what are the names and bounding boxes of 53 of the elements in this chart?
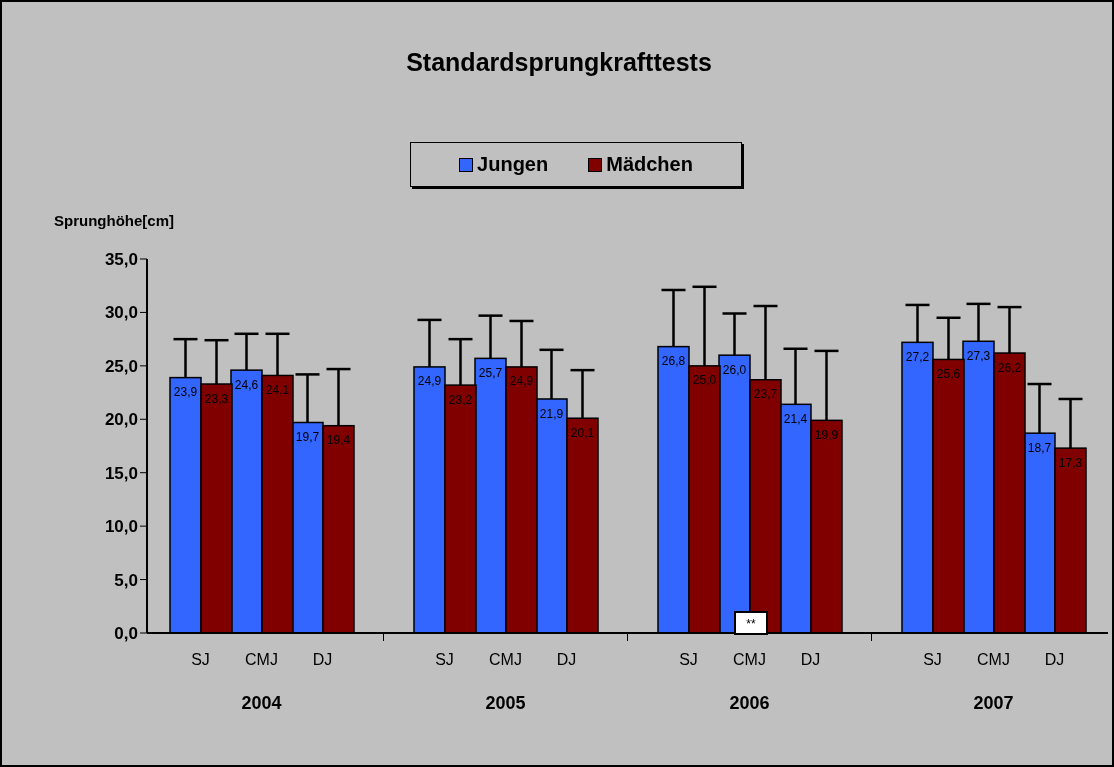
data-label: 25,6 [936, 366, 961, 381]
data-label: 21,4 [783, 411, 808, 426]
data-label: 24,9 [509, 374, 534, 389]
data-label: 20,1 [570, 425, 595, 440]
data-label: 23,2 [448, 392, 473, 407]
x-tick-label: SJ [435, 651, 454, 668]
y-tick-label: 20,0 [104, 410, 138, 430]
data-label: 21,9 [539, 406, 564, 421]
x-tick-label: CMJ [489, 651, 522, 668]
data-label: 27,2 [905, 349, 930, 364]
data-label: 26,2 [997, 360, 1022, 375]
data-label: 23,7 [753, 387, 778, 402]
x-tick-label: SJ [923, 651, 942, 668]
x-tick-label: SJ [679, 651, 698, 668]
data-label: 19,4 [326, 433, 351, 448]
data-label: 23,9 [173, 385, 198, 400]
y-tick-label: 0,0 [114, 624, 138, 644]
y-tick-label: 35,0 [104, 250, 138, 270]
data-label: 19,7 [295, 430, 320, 445]
x-tick-label: DJ [1044, 651, 1065, 668]
y-axis-title: Sprunghöhe[cm] [54, 212, 174, 229]
x-tick-label: CMJ [733, 651, 766, 668]
data-label: 25,7 [478, 365, 503, 380]
data-label: 24,9 [417, 374, 442, 389]
data-label: 23,3 [204, 391, 229, 406]
text: 2004 [241, 693, 282, 713]
data-label: 26,0 [722, 362, 747, 377]
data-label: 26,8 [661, 354, 686, 369]
legend-label: Mädchen [605, 153, 693, 176]
y-tick-label: 25,0 [104, 356, 138, 376]
data-label: 19,9 [814, 427, 839, 442]
x-tick-label: SJ [191, 651, 210, 668]
y-tick-label: 15,0 [104, 463, 138, 483]
data-label: 25,0 [692, 373, 717, 388]
y-tick-label: 5,0 [114, 570, 138, 590]
x-tick-label: CMJ [245, 651, 278, 668]
annotation: ** [734, 611, 769, 635]
data-label: 27,3 [966, 348, 991, 363]
x-tick-label: DJ [312, 651, 333, 668]
x-tick-label: DJ [800, 651, 821, 668]
x-tick-label: DJ [556, 651, 577, 668]
y-tick-label: 30,0 [104, 303, 138, 323]
data-label: 24,1 [265, 382, 290, 397]
text: 2005 [485, 693, 526, 713]
x-tick-label: CMJ [977, 651, 1010, 668]
text: 2007 [973, 693, 1014, 713]
y-tick-label: 10,0 [104, 517, 138, 537]
data-label: 24,6 [234, 377, 259, 392]
data-label: 17,3 [1058, 455, 1083, 470]
data-label: 18,7 [1027, 440, 1052, 455]
text: 2006 [729, 693, 770, 713]
chart-title: Standardsprungkrafttests [405, 48, 713, 77]
legend-label: Jungen [476, 153, 549, 176]
